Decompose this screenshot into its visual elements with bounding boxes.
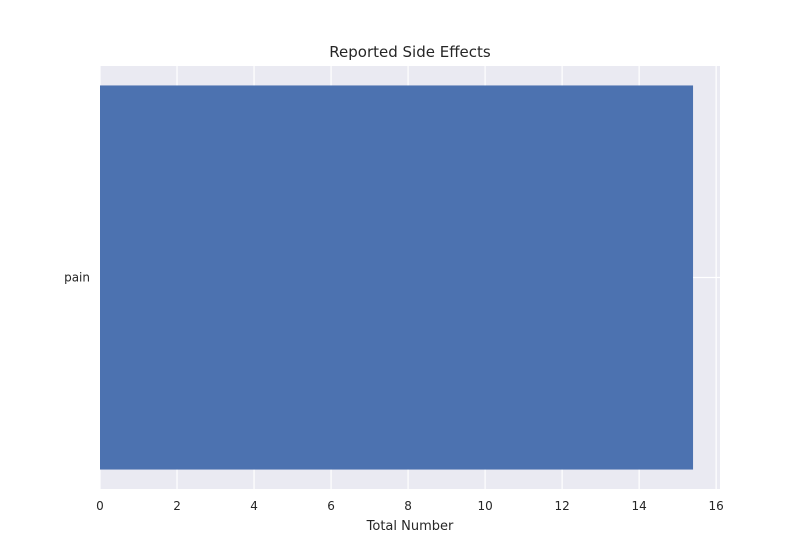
x-tick-label: 4 [250,499,258,513]
chart-title: Reported Side Effects [329,43,491,61]
y-tick-labels: pain [64,271,90,285]
x-tick-label: 8 [404,499,412,513]
x-tick-label: 16 [709,499,724,513]
x-tick-label: 10 [477,499,492,513]
x-tick-label: 12 [554,499,569,513]
x-tick-labels: 0 2 4 6 8 10 12 14 16 [96,499,724,513]
x-axis-label: Total Number [366,519,454,534]
y-tick-label: pain [64,271,90,285]
bar-pain [100,85,694,470]
x-tick-label: 0 [96,499,104,513]
x-tick-label: 2 [173,499,181,513]
bars [100,85,694,470]
x-tick-label: 14 [631,499,646,513]
x-tick-label: 6 [327,499,335,513]
